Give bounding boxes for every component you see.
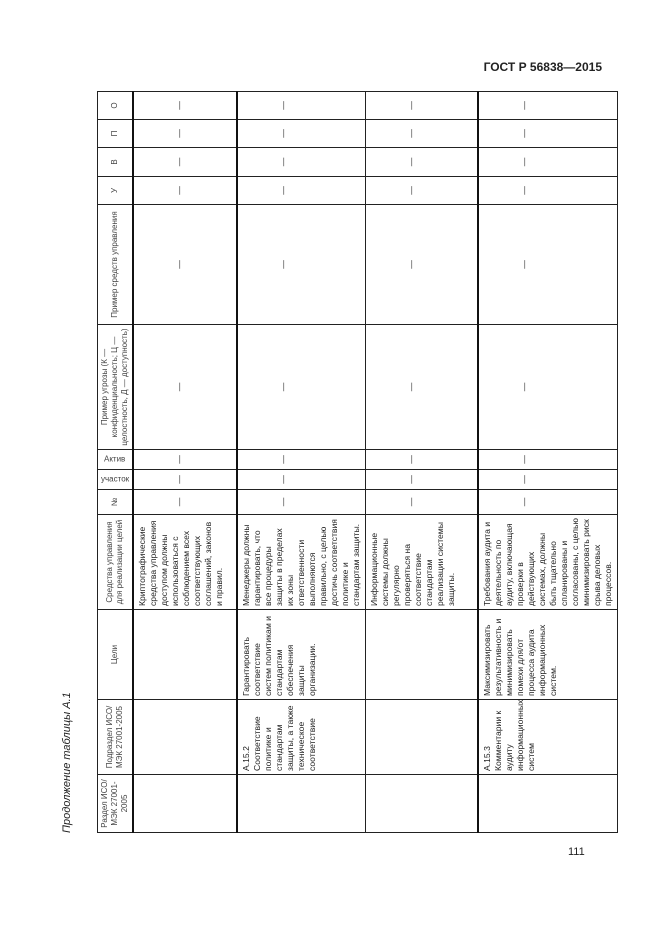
cell-control-example: — <box>477 204 617 325</box>
cell-asset: — <box>237 449 366 470</box>
cell-controls: Информационные системы должны регулярно … <box>365 514 478 610</box>
table-row: А.15.2 Соответствие политике и стандарта… <box>237 91 366 833</box>
cell-controls: Криптографические средства управления до… <box>133 514 237 610</box>
cell-threat: — <box>133 324 237 450</box>
cell-goals: Максимизировать результативность и миним… <box>477 609 617 700</box>
table-row: А.15.3 Комментарии к аудиту информационн… <box>477 91 617 833</box>
col-header-threat-example: Пример угрозы (К — конфиденциальность; Ц… <box>97 324 133 450</box>
cell-site: — <box>237 469 366 490</box>
cell-number: — <box>477 489 617 515</box>
col-header-u: У <box>97 176 133 205</box>
table-caption: Продолжение таблицы А.1 <box>61 692 73 833</box>
controls-table: Раздел ИСО/МЭК 27001-2005 Подраздел ИСО/… <box>97 91 618 833</box>
cell-threat: — <box>237 324 366 450</box>
table-row: Информационные системы должны регулярно … <box>365 91 478 833</box>
cell-controls: Требования аудита и деятельность по ауди… <box>477 514 617 610</box>
col-header-subsection: Подраздел ИСО/МЭК 27001-2005 <box>97 699 133 775</box>
cell-p: — <box>237 119 366 148</box>
col-header-control-example: Пример средств управления <box>97 204 133 325</box>
cell-section <box>477 774 617 833</box>
cell-control-example: — <box>365 204 478 325</box>
cell-section <box>133 774 237 833</box>
cell-v: — <box>237 147 366 177</box>
cell-subsection: А.15.2 Соответствие политике и стандарта… <box>237 699 366 775</box>
table-header-row: Раздел ИСО/МЭК 27001-2005 Подраздел ИСО/… <box>97 91 133 833</box>
col-header-controls: Средства управления для реализации целей <box>97 514 133 610</box>
col-header-p: П <box>97 119 133 148</box>
cell-subsection <box>365 699 478 775</box>
cell-goals <box>133 609 237 700</box>
cell-v: — <box>477 147 617 177</box>
cell-asset: — <box>477 449 617 470</box>
cell-subsection <box>133 699 237 775</box>
cell-p: — <box>365 119 478 148</box>
cell-o: — <box>365 91 478 120</box>
col-header-v: В <box>97 147 133 177</box>
cell-asset: — <box>365 449 478 470</box>
cell-asset: — <box>133 449 237 470</box>
cell-goals: Гарантировать соответствие систем полити… <box>237 609 366 700</box>
col-header-section: Раздел ИСО/МЭК 27001-2005 <box>97 774 133 833</box>
cell-site: — <box>477 469 617 490</box>
cell-number: — <box>133 489 237 515</box>
col-header-number: № <box>97 489 133 515</box>
cell-u: — <box>477 176 617 205</box>
cell-p: — <box>133 119 237 148</box>
cell-number: — <box>365 489 478 515</box>
cell-u: — <box>365 176 478 205</box>
cell-o: — <box>133 91 237 120</box>
cell-site: — <box>365 469 478 490</box>
cell-p: — <box>477 119 617 148</box>
cell-u: — <box>133 176 237 205</box>
cell-u: — <box>237 176 366 205</box>
cell-section <box>237 774 366 833</box>
cell-o: — <box>477 91 617 120</box>
col-header-o: О <box>97 91 133 120</box>
cell-o: — <box>237 91 366 120</box>
cell-number: — <box>237 489 366 515</box>
cell-control-example: — <box>237 204 366 325</box>
col-header-goals: Цели <box>97 609 133 700</box>
cell-controls: Менеджеры должны гарантировать, что все … <box>237 514 366 610</box>
col-header-site: участок <box>97 469 133 490</box>
cell-site: — <box>133 469 237 490</box>
document-standard-header: ГОСТ Р 56838—2015 <box>483 60 602 74</box>
col-header-asset: Актив <box>97 449 133 470</box>
cell-v: — <box>365 147 478 177</box>
cell-v: — <box>133 147 237 177</box>
cell-subsection: А.15.3 Комментарии к аудиту информационн… <box>477 699 617 775</box>
cell-threat: — <box>477 324 617 450</box>
rotated-table-block: Продолжение таблицы А.1 Раздел ИСО/МЭК 2… <box>61 91 618 833</box>
cell-goals <box>365 609 478 700</box>
cell-threat: — <box>365 324 478 450</box>
cell-control-example: — <box>133 204 237 325</box>
table-row: Криптографические средства управления до… <box>133 91 237 833</box>
cell-section <box>365 774 478 833</box>
page-number: 111 <box>568 846 585 858</box>
